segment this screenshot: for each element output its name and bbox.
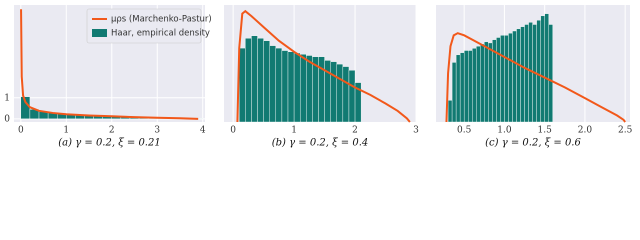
- bar: [512, 30, 517, 123]
- bar: [540, 15, 545, 123]
- bar: [524, 24, 529, 123]
- x-tick-label: 1.0: [497, 126, 512, 136]
- bar: [472, 48, 477, 123]
- legend-label: Haar, empirical density: [111, 29, 210, 39]
- bar: [484, 41, 489, 123]
- bar: [306, 55, 313, 123]
- x-tick-label: 1.5: [538, 126, 553, 136]
- legend-label: μρs (Marchenko-Pastur): [111, 15, 212, 25]
- legend-box: [86, 8, 202, 44]
- bar: [467, 50, 473, 123]
- bar: [245, 38, 252, 123]
- bar: [463, 50, 469, 123]
- bar: [275, 47, 283, 123]
- x-tick-label: 0: [18, 126, 24, 136]
- x-tick-label: 1: [291, 126, 297, 136]
- bar: [348, 70, 356, 123]
- figure: 0 1 2 3 4 0 1 (a) γ = 0.2, ξ = 0.21 μρs (Marchen…: [4, 5, 633, 149]
- caption: (c) γ = 0.2, ξ = 0.6: [485, 138, 581, 149]
- bar: [500, 35, 505, 123]
- bar: [459, 52, 465, 123]
- density-curve: [236, 9, 411, 123]
- density-curve: [20, 9, 199, 120]
- bar: [239, 47, 246, 123]
- x-tick-label: 2.0: [578, 126, 593, 136]
- x-tick-label: 4: [200, 126, 206, 136]
- bar: [263, 40, 270, 123]
- y-tick-label: 1: [4, 93, 10, 103]
- x-tick-label: 3: [154, 126, 160, 136]
- bar: [287, 51, 295, 123]
- bar: [520, 26, 525, 123]
- bar: [251, 35, 258, 123]
- x-tick-label: 2.5: [618, 126, 633, 136]
- bar: [536, 19, 541, 123]
- bar: [455, 54, 461, 123]
- bar: [257, 38, 264, 123]
- x-tick-label: 3: [413, 126, 419, 136]
- page: 0 1 2 3 4 0 1 (a) γ = 0.2, ξ = 0.21 μρs (Marchen…: [4, 5, 633, 149]
- bar: [504, 35, 509, 123]
- bar: [269, 45, 277, 123]
- x-tick-label: 2: [352, 126, 358, 136]
- bar: [480, 43, 485, 123]
- bar: [354, 82, 362, 123]
- bar: [508, 32, 513, 123]
- bar: [299, 54, 307, 123]
- y-tick-label: 0: [4, 114, 10, 124]
- bar: [330, 61, 337, 123]
- bar: [281, 50, 289, 123]
- bar: [516, 28, 521, 123]
- bar: [293, 52, 301, 123]
- bar: [447, 100, 453, 123]
- x-tick-label: 0: [230, 126, 236, 136]
- bar: [336, 63, 344, 123]
- bar: [544, 13, 549, 123]
- density-curve: [445, 32, 626, 123]
- x-tick-label: 1: [63, 126, 69, 136]
- caption: (b) γ = 0.2, ξ = 0.4: [272, 138, 369, 149]
- bar: [496, 37, 501, 123]
- x-tick-label: 2: [109, 126, 115, 136]
- legend-swatch: [92, 29, 107, 37]
- bar: [548, 24, 553, 123]
- bar: [476, 45, 481, 123]
- caption: (a) γ = 0.2, ξ = 0.21: [58, 138, 160, 149]
- bar: [488, 42, 493, 123]
- bar: [451, 62, 457, 123]
- x-tick-label: 0.5: [457, 126, 472, 136]
- bar: [342, 66, 350, 123]
